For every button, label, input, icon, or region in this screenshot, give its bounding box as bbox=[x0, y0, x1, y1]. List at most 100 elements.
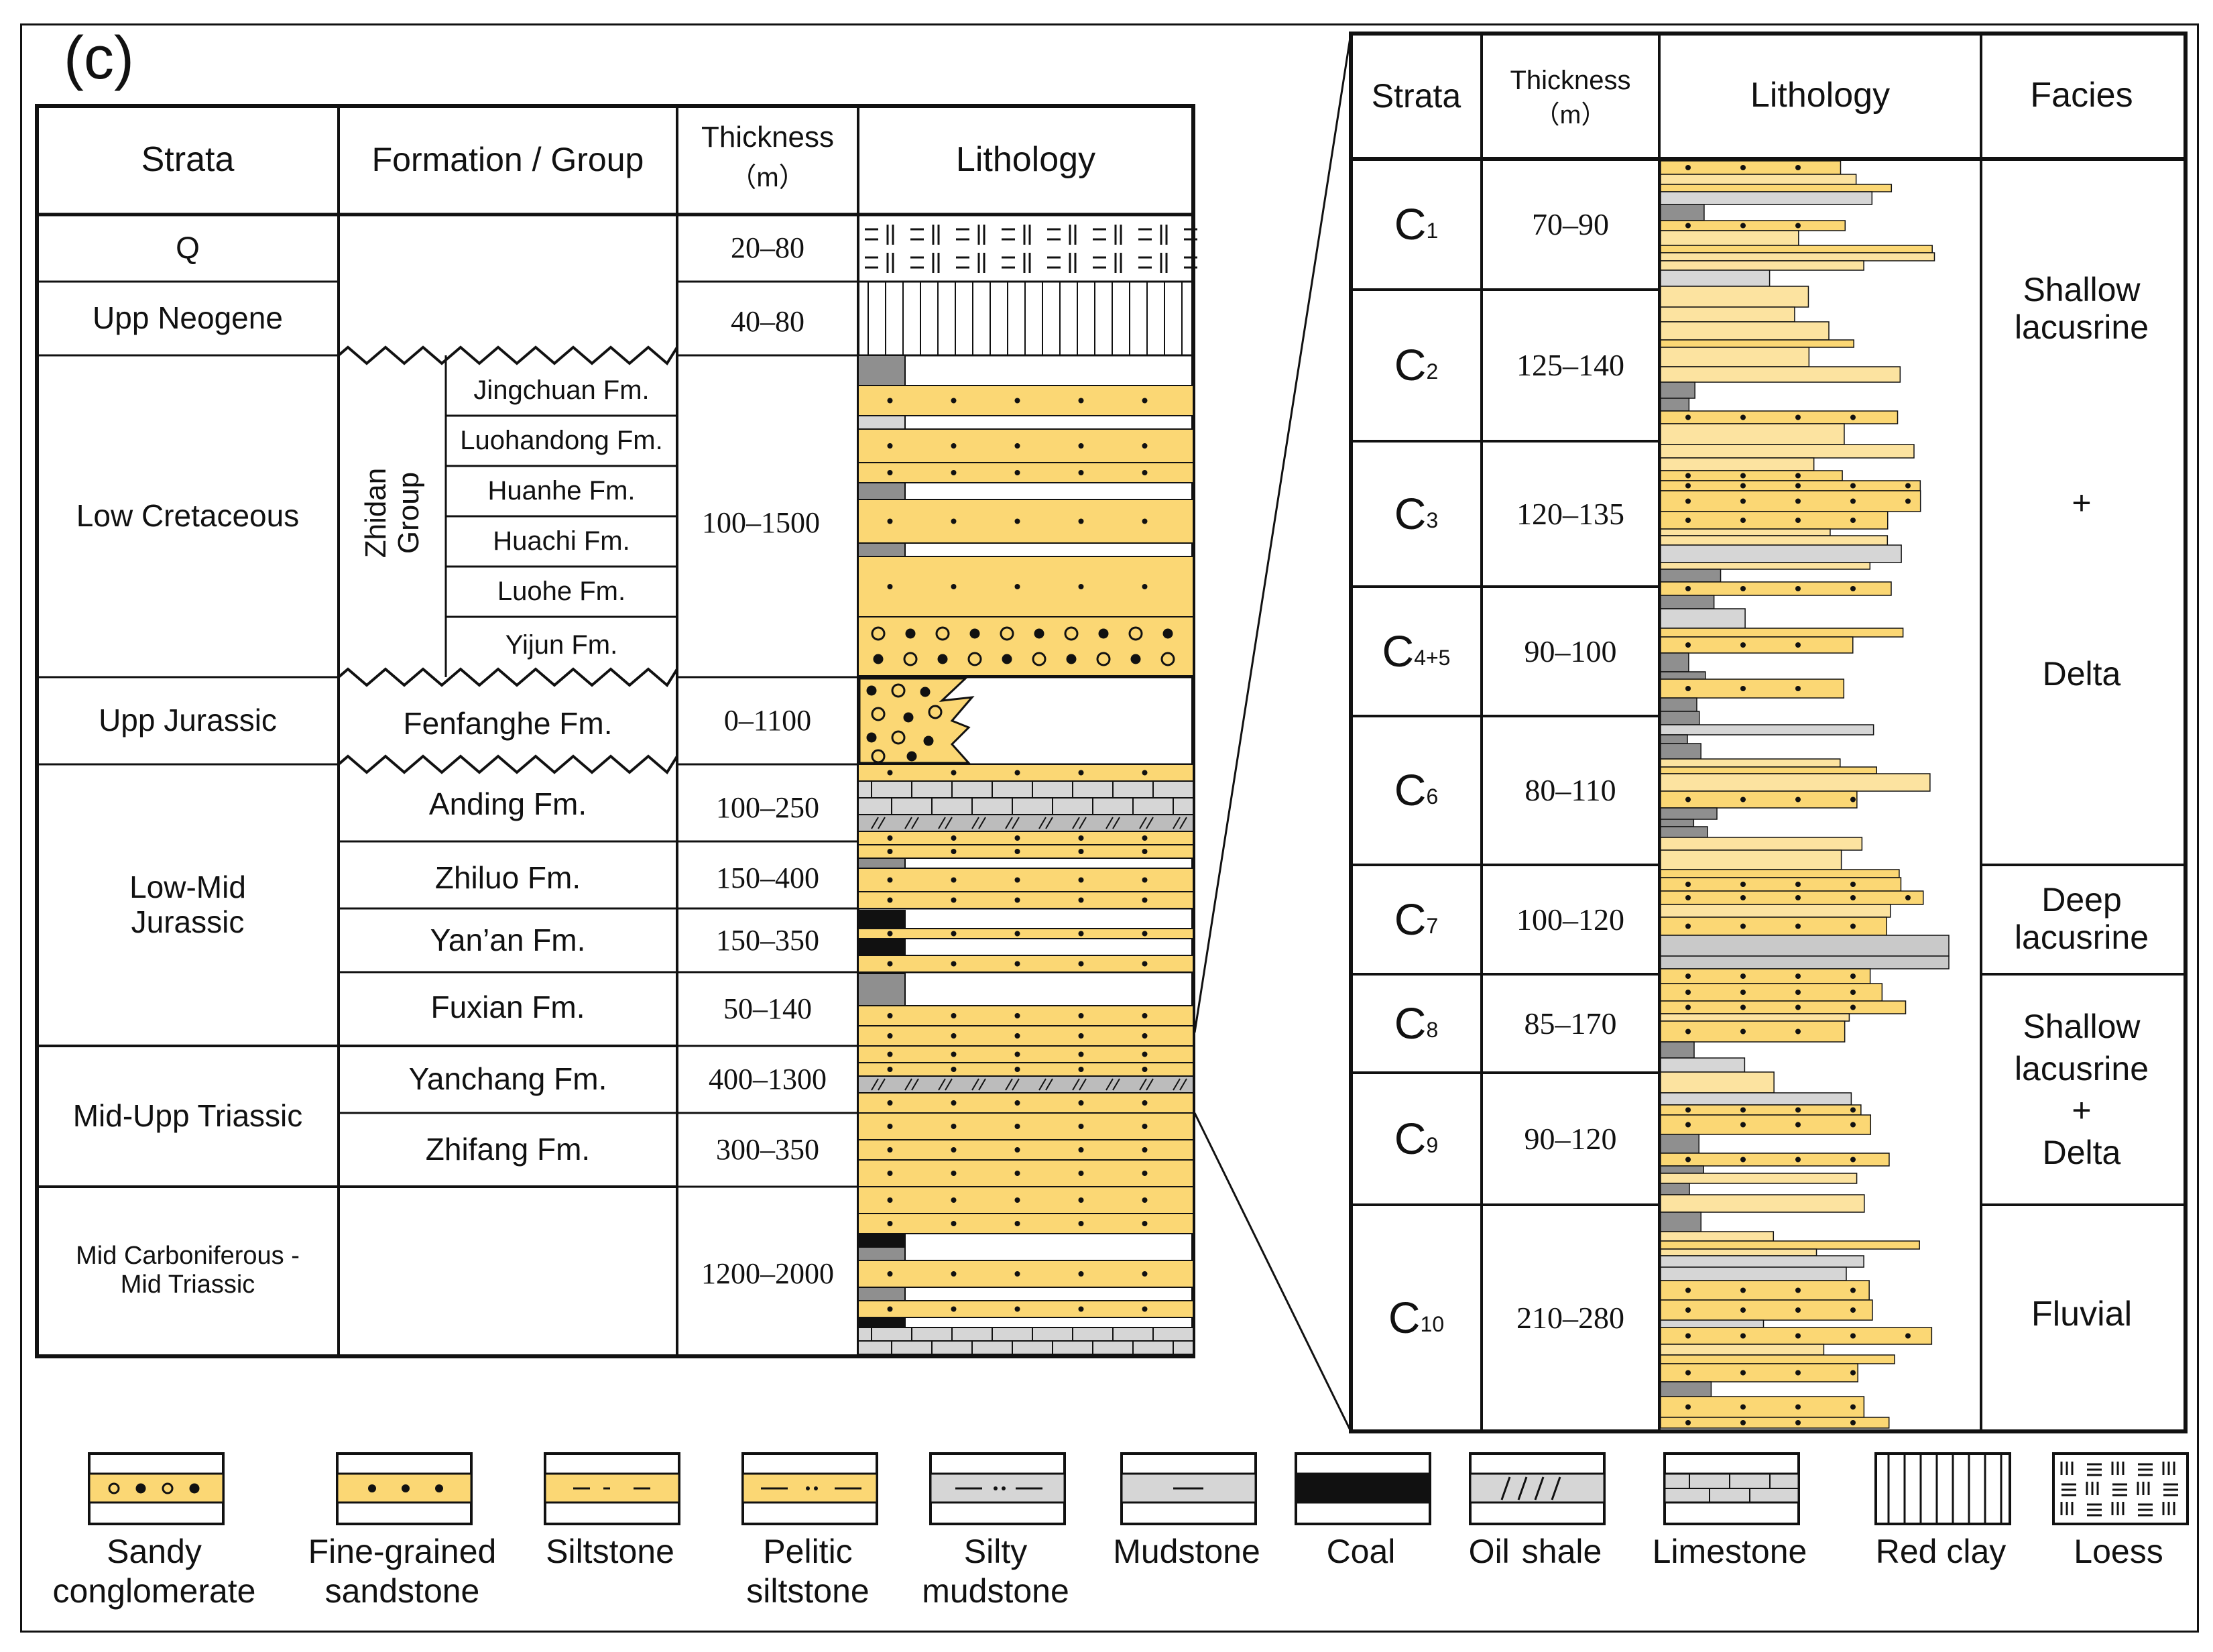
member-sub: 9 bbox=[1426, 1132, 1439, 1157]
formation-huachi: Huachi Fm. bbox=[493, 526, 630, 556]
member-c10: C 10 bbox=[1351, 1205, 1482, 1431]
legend-swatch-pelitic bbox=[741, 1452, 878, 1525]
formation-anding: Anding Fm. bbox=[428, 786, 587, 822]
facies-1: Shallow lacusrine bbox=[1981, 261, 2182, 355]
thickness-yanan: 150–350 bbox=[716, 924, 819, 957]
member-sub: 3 bbox=[1426, 508, 1439, 532]
facies-1-line-2: lacusrine bbox=[2014, 308, 2149, 346]
facies-1-line-1: Shallow bbox=[2023, 271, 2141, 308]
thickness-fenfanghe: 0–1100 bbox=[723, 704, 812, 738]
swatch-mark bbox=[1551, 1476, 1561, 1500]
legend-label-line: Oil bbox=[1468, 1533, 1510, 1570]
swatch-mark bbox=[1517, 1476, 1528, 1500]
member-sub: 4+5 bbox=[1414, 645, 1451, 670]
swatch-band bbox=[1295, 1472, 1431, 1504]
header-formation: Formation / Group bbox=[371, 141, 644, 178]
swatch-mark bbox=[402, 1484, 410, 1492]
member-thickness-c10: 210–280 bbox=[1516, 1301, 1624, 1336]
formation-yanchang: Yanchang Fm. bbox=[408, 1061, 607, 1097]
thickness-q: 20–80 bbox=[731, 231, 804, 265]
swatch-band bbox=[1120, 1472, 1257, 1504]
member-base: C bbox=[1394, 894, 1427, 944]
legend-label-limestone: Limestone bbox=[1616, 1532, 1844, 1619]
swatch-mark bbox=[814, 1486, 818, 1490]
legend-label-line: Fine-grained bbox=[308, 1533, 497, 1570]
legend-label-coal: Coal bbox=[1247, 1532, 1475, 1619]
member-thickness-c9: 90–120 bbox=[1524, 1121, 1617, 1156]
legend-swatch-conglomerate bbox=[88, 1452, 225, 1525]
formation-zhiluo: Zhiluo Fm. bbox=[434, 860, 581, 896]
header-lithology: Lithology bbox=[955, 139, 1096, 179]
facies-3-line-2: lacusrine bbox=[2014, 1049, 2149, 1087]
member-sub: 1 bbox=[1426, 218, 1439, 243]
legend-label-line: Limestone bbox=[1652, 1533, 1807, 1570]
member-thickness-c8: 85–170 bbox=[1524, 1006, 1617, 1041]
legend-swatch-limestone bbox=[1663, 1452, 1800, 1525]
facies-4: Fluvial bbox=[2031, 1294, 2133, 1334]
member-base: C bbox=[1382, 626, 1415, 676]
facies-3-line-3: + bbox=[2072, 1092, 2092, 1129]
member-base: C bbox=[1388, 1293, 1421, 1343]
strata-q: Q bbox=[176, 230, 200, 266]
legend-swatch-loess bbox=[2052, 1452, 2189, 1525]
legend-label-sandstone: Fine-grained sandstone bbox=[288, 1532, 516, 1619]
swatch-mark bbox=[189, 1483, 200, 1494]
swatch-mark bbox=[1500, 1476, 1511, 1500]
swatch-mark bbox=[435, 1484, 443, 1492]
swatch-mark bbox=[368, 1484, 376, 1492]
member-sub: 10 bbox=[1420, 1312, 1445, 1337]
member-base: C bbox=[1394, 998, 1427, 1048]
legend-label-line: Loess bbox=[2074, 1533, 2163, 1570]
thickness-yanchang: 400–1300 bbox=[709, 1063, 827, 1096]
swatch-mark bbox=[135, 1483, 146, 1494]
formation-zhifang: Zhifang Fm. bbox=[425, 1132, 591, 1167]
swatch-band bbox=[929, 1472, 1066, 1504]
member-base: C bbox=[1394, 1113, 1427, 1163]
legend-label-redclay: Red clay bbox=[1827, 1532, 2055, 1619]
swatch-mark bbox=[1534, 1476, 1545, 1500]
thickness-anding: 100–250 bbox=[716, 791, 819, 825]
member-thickness-c4+5: 90–100 bbox=[1524, 634, 1617, 668]
legend-label-line: conglomerate bbox=[52, 1572, 256, 1610]
formation-fuxian: Fuxian Fm. bbox=[430, 990, 585, 1025]
legend-swatch-silty-mud bbox=[929, 1452, 1066, 1525]
swatch-mark bbox=[108, 1482, 120, 1494]
member-base: C bbox=[1394, 198, 1427, 249]
member-thickness-c6: 80–110 bbox=[1524, 773, 1616, 808]
strata-upp-neogene: Upp Neogene bbox=[93, 300, 283, 336]
r-header-strata: Strata bbox=[1371, 76, 1461, 115]
formation-yijun: Yijun Fm. bbox=[505, 630, 618, 660]
legend-swatch-coal bbox=[1295, 1452, 1431, 1525]
legend-swatch-mudstone bbox=[1120, 1452, 1257, 1525]
strata-mid-upp-triassic: Mid-Upp Triassic bbox=[72, 1098, 303, 1134]
legend-label-conglomerate: Sandy conglomerate bbox=[40, 1532, 268, 1619]
facies-3: Shallow lacusrine + Delta bbox=[1981, 989, 2182, 1190]
r-header-thickness: Thickness bbox=[1510, 65, 1631, 95]
member-sub: 6 bbox=[1426, 784, 1439, 809]
strata-upp-jurassic: Upp Jurassic bbox=[99, 703, 277, 738]
legend-label-line: Sandy bbox=[107, 1533, 202, 1570]
legend-swatch-redclay bbox=[1874, 1452, 2011, 1525]
swatch-mark bbox=[1002, 1486, 1006, 1490]
legend-label-line: sandstone bbox=[324, 1572, 480, 1610]
member-thickness-c7: 100–120 bbox=[1516, 902, 1624, 937]
header-strata: Strata bbox=[141, 139, 235, 179]
legend-label-loess: Loess bbox=[2005, 1532, 2213, 1619]
formation-fenfanghe: Fenfanghe Fm. bbox=[403, 706, 613, 742]
legend-label-line: Siltstone bbox=[546, 1533, 674, 1570]
thickness-neogene: 40–80 bbox=[731, 305, 804, 339]
legend-swatch-oilshale bbox=[1469, 1452, 1606, 1525]
legend-label-line: Mudstone bbox=[1113, 1533, 1260, 1570]
member-thickness-c1: 70–90 bbox=[1532, 206, 1609, 241]
swatch-mark bbox=[162, 1482, 174, 1494]
header-thickness-unit: （m） bbox=[729, 162, 806, 192]
member-thickness-c3: 120–135 bbox=[1516, 496, 1624, 531]
panel-label: (c) bbox=[64, 25, 134, 92]
swatch-band bbox=[544, 1472, 680, 1504]
facies-1-plus: + bbox=[2072, 484, 2092, 522]
